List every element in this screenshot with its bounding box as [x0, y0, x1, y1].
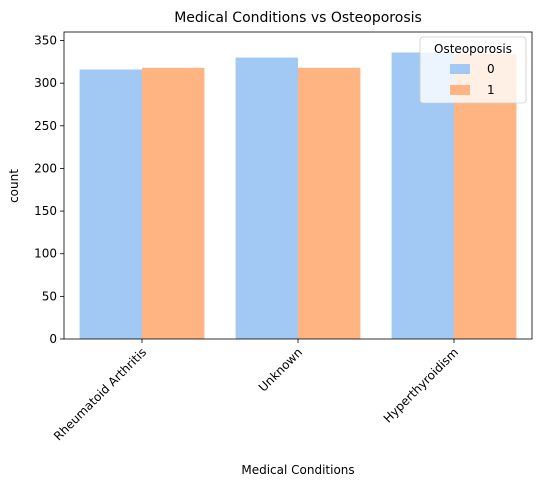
chart-title: Medical Conditions vs Osteoporosis: [174, 10, 422, 26]
bar-2-series-1: [298, 67, 361, 339]
legend-label-1: 1: [487, 83, 495, 97]
legend-items: 01: [450, 62, 495, 97]
legend: Osteoporosis 01: [419, 36, 527, 104]
bar-2-series-0: [235, 57, 298, 339]
legend-title: Osteoporosis: [434, 42, 512, 56]
bars-group: [79, 52, 517, 340]
legend-label-0: 0: [487, 62, 495, 76]
y-axis-label: count: [7, 169, 21, 203]
y-tick-label-50: 50: [42, 289, 57, 303]
y-axis: 0 50 100 150 200 250 300 350: [34, 34, 64, 346]
legend-swatch-1: [450, 85, 470, 95]
y-tick-label-300: 300: [34, 76, 57, 90]
x-axis-label: Medical Conditions: [241, 463, 354, 477]
y-tick-label-350: 350: [34, 34, 57, 48]
legend-box: [419, 36, 527, 104]
y-tick-label-0: 0: [49, 332, 57, 346]
y-tick-label-100: 100: [34, 247, 57, 261]
y-tick-label-250: 250: [34, 119, 57, 133]
y-tick-label-200: 200: [34, 161, 57, 175]
y-tick-label-150: 150: [34, 204, 57, 218]
bar-1-series-0: [79, 69, 142, 340]
plot-frame: [63, 31, 533, 340]
legend-swatch-0: [450, 64, 470, 74]
bar-1-series-1: [142, 67, 205, 339]
